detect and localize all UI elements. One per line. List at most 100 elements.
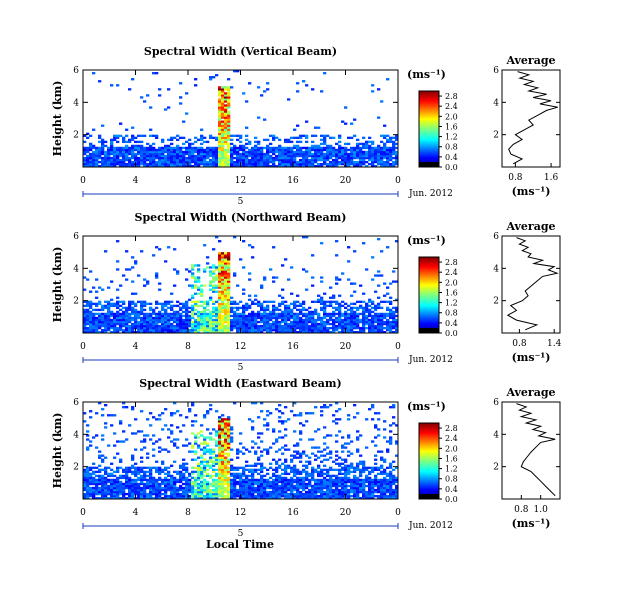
heatmap-cell [254, 482, 258, 486]
heatmap-cell [179, 430, 183, 433]
heatmap-cell [155, 302, 159, 306]
heatmap-cell [113, 302, 117, 306]
heatmap-cell [110, 152, 114, 156]
heatmap-cell [356, 464, 360, 467]
heatmap-cell [323, 328, 327, 332]
heatmap-cell [131, 162, 135, 166]
heatmap-cell [227, 482, 231, 486]
heatmap-cell [230, 302, 234, 306]
heatmap-cell [164, 472, 168, 476]
heatmap-cell [155, 326, 159, 330]
heatmap-cell [137, 164, 141, 168]
heatmap-cell [347, 278, 351, 281]
heatmap-cell [134, 486, 138, 490]
heatmap-cell [209, 496, 213, 500]
heatmap-cell [227, 300, 231, 303]
heatmap-cell [389, 326, 393, 330]
heatmap-cell [215, 432, 219, 435]
heatmap-cell [287, 464, 291, 467]
colorbar-tick-label: 1.6 [445, 288, 458, 297]
heatmap-cell [338, 304, 342, 308]
heatmap-cell [116, 162, 120, 166]
heatmap-cell [332, 490, 336, 494]
heatmap-cell [311, 472, 315, 476]
heatmap-cell [86, 424, 90, 427]
heatmap-cell [191, 404, 195, 407]
heatmap-cell [227, 466, 231, 469]
heatmap-cell [143, 148, 147, 152]
heatmap-cell [224, 86, 228, 89]
heatmap-cell [191, 324, 195, 328]
heatmap-cell [275, 148, 279, 152]
heatmap-cell [284, 158, 288, 162]
heatmap-cell [197, 264, 201, 267]
heatmap-cell [191, 486, 195, 490]
heatmap-cell [137, 492, 141, 496]
heatmap-cell [179, 486, 183, 490]
heatmap-cell [107, 492, 111, 496]
heatmap-cell [92, 326, 96, 330]
heatmap-cell [221, 420, 225, 423]
heatmap-cell [107, 474, 111, 478]
heatmap-cell [218, 484, 222, 488]
heatmap-cell [272, 430, 276, 433]
heatmap-cell [107, 156, 111, 160]
heatmap-cell [158, 446, 162, 449]
heatmap-cell [317, 330, 321, 334]
heatmap-cell [221, 276, 225, 279]
heatmap-cell [194, 450, 198, 453]
heatmap-cell [203, 326, 207, 330]
heatmap-cell [242, 288, 246, 291]
heatmap-cell [221, 144, 225, 148]
heatmap-cell [227, 430, 231, 433]
heatmap-cell [323, 152, 327, 156]
heatmap-cell [266, 150, 270, 154]
heatmap-cell [116, 328, 120, 332]
heatmap-cell [290, 476, 294, 480]
heatmap-cell [257, 462, 261, 465]
heatmap-cell [179, 330, 183, 334]
heatmap-cell [116, 490, 120, 494]
heatmap-cell [266, 306, 270, 310]
heatmap-cell [194, 322, 198, 326]
heatmap-cell [281, 486, 285, 490]
heatmap-cell [92, 316, 96, 320]
heatmap-cell [284, 316, 288, 320]
heatmap-cell [86, 328, 90, 332]
heatmap-cell [227, 324, 231, 328]
heatmap-cell [209, 316, 213, 320]
heatmap-cell [143, 326, 147, 330]
heatmap-cell [224, 164, 228, 168]
heatmap-cell [221, 472, 225, 476]
heatmap-cell [302, 494, 306, 498]
heatmap-cell [311, 314, 315, 318]
heatmap-cell [119, 422, 123, 425]
x-tick-label: 16 [287, 176, 299, 186]
heatmap-cell [350, 470, 354, 474]
heatmap-cell [380, 158, 384, 162]
heatmap-cell [299, 472, 303, 476]
heatmap-cell [254, 148, 258, 152]
heatmap-cell [338, 320, 342, 324]
heatmap-cell [125, 152, 129, 156]
heatmap-cell [86, 146, 90, 150]
heatmap-cell [218, 316, 222, 320]
heatmap-cell [353, 312, 357, 316]
heatmap-cell [251, 320, 255, 324]
heatmap-cell [161, 304, 165, 308]
heatmap-cell [293, 164, 297, 168]
heatmap-cell [137, 468, 141, 472]
heatmap-cell [83, 326, 87, 330]
heatmap-cell [218, 102, 222, 105]
heatmap-cell [137, 144, 141, 148]
heatmap-cell [350, 146, 354, 150]
heatmap-cell [92, 470, 96, 474]
heatmap-cell [206, 494, 210, 498]
heatmap-cell [212, 266, 216, 269]
heatmap-cell [293, 146, 297, 150]
heatmap-cell [320, 494, 324, 498]
heatmap-cell [263, 324, 267, 328]
heatmap-cell [236, 328, 240, 332]
heatmap-cell [365, 496, 369, 500]
heatmap-cell [86, 302, 90, 306]
